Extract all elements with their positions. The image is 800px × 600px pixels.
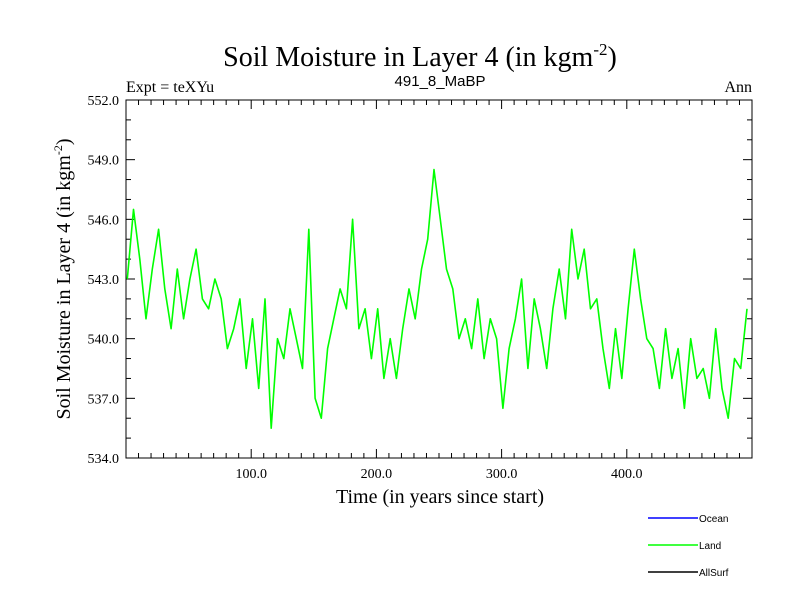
legend-label-ocean: Ocean bbox=[699, 514, 728, 525]
series-line-land bbox=[126, 168, 748, 430]
y-tick-label: 549.0 bbox=[88, 154, 120, 169]
y-tick-label: 534.0 bbox=[88, 452, 120, 467]
y-tick-label: 543.0 bbox=[88, 273, 120, 288]
legend-label-allsurf: AllSurf bbox=[699, 568, 729, 579]
plot-frame bbox=[125, 99, 753, 459]
period-label: 491_8_MaBP bbox=[395, 73, 486, 90]
y-axis-label: Soil Moisture in Layer 4 (in kgm-2) bbox=[51, 138, 75, 419]
x-tick-label: 400.0 bbox=[611, 467, 643, 482]
x-tick-label: 200.0 bbox=[361, 467, 393, 482]
y-tick-label: 552.0 bbox=[88, 94, 120, 109]
legend: Ocean Land AllSurf bbox=[648, 514, 729, 579]
y-tick-label: 546.0 bbox=[88, 213, 120, 228]
y-tick-label: 540.0 bbox=[88, 333, 120, 348]
experiment-label: Expt = teXYu bbox=[126, 79, 214, 96]
y-tick-label: 537.0 bbox=[88, 392, 120, 407]
series-layer bbox=[126, 168, 748, 430]
legend-label-land: Land bbox=[699, 541, 721, 552]
x-axis: 100.0 200.0 300.0 400.0 bbox=[138, 100, 740, 482]
chart-title: Soil Moisture in Layer 4 (in kgm-2) bbox=[223, 40, 617, 73]
season-label: Ann bbox=[724, 79, 752, 96]
x-tick-label: 100.0 bbox=[235, 467, 267, 482]
x-axis-label: Time (in years since start) bbox=[336, 486, 544, 508]
x-tick-label: 300.0 bbox=[486, 467, 518, 482]
